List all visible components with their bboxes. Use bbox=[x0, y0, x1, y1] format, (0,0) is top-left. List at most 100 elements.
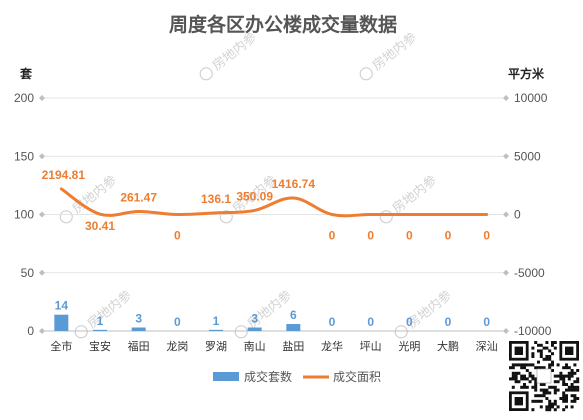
line-value-label: 136.1 bbox=[201, 192, 231, 206]
qr-module bbox=[548, 405, 552, 409]
left-tick-label: 150 bbox=[14, 149, 34, 163]
qr-module bbox=[556, 405, 560, 409]
right-axis-marker bbox=[503, 211, 509, 218]
category-label: 龙华 bbox=[321, 339, 343, 353]
qr-module bbox=[562, 399, 566, 403]
watermark: 房地内参 bbox=[234, 287, 295, 339]
qr-module bbox=[511, 366, 515, 370]
qr-module bbox=[576, 380, 580, 384]
watermark: 房地内参 bbox=[379, 172, 440, 224]
qr-module bbox=[548, 357, 552, 361]
category-label: 龙岗 bbox=[166, 340, 188, 353]
qr-module bbox=[542, 357, 546, 361]
qr-module bbox=[531, 352, 535, 356]
qr-module bbox=[542, 346, 546, 350]
qr-module bbox=[537, 349, 540, 353]
qr-module bbox=[539, 383, 543, 386]
qr-module bbox=[514, 371, 518, 375]
bar bbox=[286, 324, 301, 331]
left-axis-marker bbox=[39, 153, 45, 160]
qr-module bbox=[531, 399, 535, 403]
right-tick-label: 10000 bbox=[514, 91, 548, 105]
qr-module bbox=[542, 394, 546, 398]
qr-module bbox=[573, 363, 577, 367]
qr-module bbox=[565, 366, 568, 370]
bar-value-label: 0 bbox=[367, 315, 374, 329]
qr-module bbox=[567, 377, 571, 381]
bar bbox=[131, 327, 146, 331]
qr-module bbox=[531, 346, 535, 350]
qr-module bbox=[553, 399, 557, 403]
qr-module bbox=[534, 366, 538, 370]
qr-module bbox=[553, 385, 557, 389]
qr-module bbox=[511, 377, 515, 381]
qr-module bbox=[511, 374, 515, 378]
qr-module bbox=[531, 374, 535, 378]
qr-module bbox=[570, 374, 574, 378]
qr-module bbox=[548, 391, 552, 395]
right-tick-label: -10000 bbox=[514, 324, 552, 338]
qr-module bbox=[542, 391, 546, 395]
qr-module bbox=[567, 371, 571, 375]
qr-module bbox=[565, 374, 568, 378]
left-axis-ticks: 0 50 100 150 200 bbox=[14, 91, 34, 338]
qr-module bbox=[562, 397, 566, 400]
qr-module bbox=[548, 399, 552, 403]
bar-value-label: 0 bbox=[329, 315, 336, 329]
qr-module bbox=[520, 363, 524, 367]
qr-module bbox=[551, 352, 554, 356]
bar-value-label: 0 bbox=[174, 315, 181, 329]
bar-value-label: 1 bbox=[213, 314, 220, 328]
legend-swatch-bar bbox=[213, 372, 239, 381]
category-label: 宝安 bbox=[89, 339, 111, 353]
qr-module bbox=[528, 380, 532, 384]
qr-module bbox=[570, 383, 574, 386]
qr-module bbox=[556, 374, 560, 378]
qr-module bbox=[525, 369, 529, 372]
qr-module bbox=[534, 394, 538, 398]
qr-module bbox=[556, 388, 560, 392]
right-axis-label: 平方米 bbox=[508, 66, 545, 81]
category-label: 坪山 bbox=[360, 340, 382, 353]
qr-module bbox=[548, 408, 552, 412]
left-tick-label: 200 bbox=[14, 91, 34, 105]
right-tick-label: -5000 bbox=[514, 266, 545, 280]
qr-module bbox=[562, 383, 566, 386]
bar bbox=[247, 327, 262, 331]
category-label: 南山 bbox=[244, 340, 266, 353]
qr-module bbox=[573, 385, 577, 389]
qr-module bbox=[517, 380, 521, 384]
line-value-label: 261.47 bbox=[120, 190, 157, 204]
qr-module bbox=[539, 343, 543, 347]
line-path bbox=[59, 187, 489, 218]
qr-module bbox=[537, 394, 540, 398]
qr-module bbox=[531, 377, 535, 381]
legend-label-bar: 成交套数 bbox=[244, 369, 292, 384]
qr-module bbox=[556, 380, 560, 384]
qr-module bbox=[523, 366, 526, 370]
qr-module bbox=[559, 374, 563, 378]
category-label: 盐田 bbox=[282, 340, 304, 353]
qr-module bbox=[539, 366, 543, 370]
qr-module bbox=[551, 343, 554, 347]
qr-module bbox=[520, 374, 524, 378]
line-value-label: 2194.81 bbox=[42, 168, 86, 182]
line-value-label: 0 bbox=[406, 229, 413, 243]
qr-module bbox=[539, 388, 543, 392]
qr-module bbox=[531, 408, 535, 412]
category-label: 福田 bbox=[128, 339, 150, 353]
qr-module bbox=[576, 377, 580, 381]
left-axis-marker bbox=[39, 328, 45, 334]
qr-module bbox=[525, 385, 529, 389]
qr-module bbox=[567, 374, 571, 378]
bar-value-label: 0 bbox=[483, 315, 490, 329]
category-label: 光明 bbox=[398, 339, 420, 353]
qr-module bbox=[525, 377, 529, 381]
line-value-label: 0 bbox=[483, 229, 490, 243]
qr-module bbox=[553, 391, 557, 395]
qr-module bbox=[523, 385, 526, 389]
qr-module bbox=[548, 402, 552, 406]
qr-module bbox=[520, 366, 524, 370]
qr-module bbox=[539, 394, 543, 398]
